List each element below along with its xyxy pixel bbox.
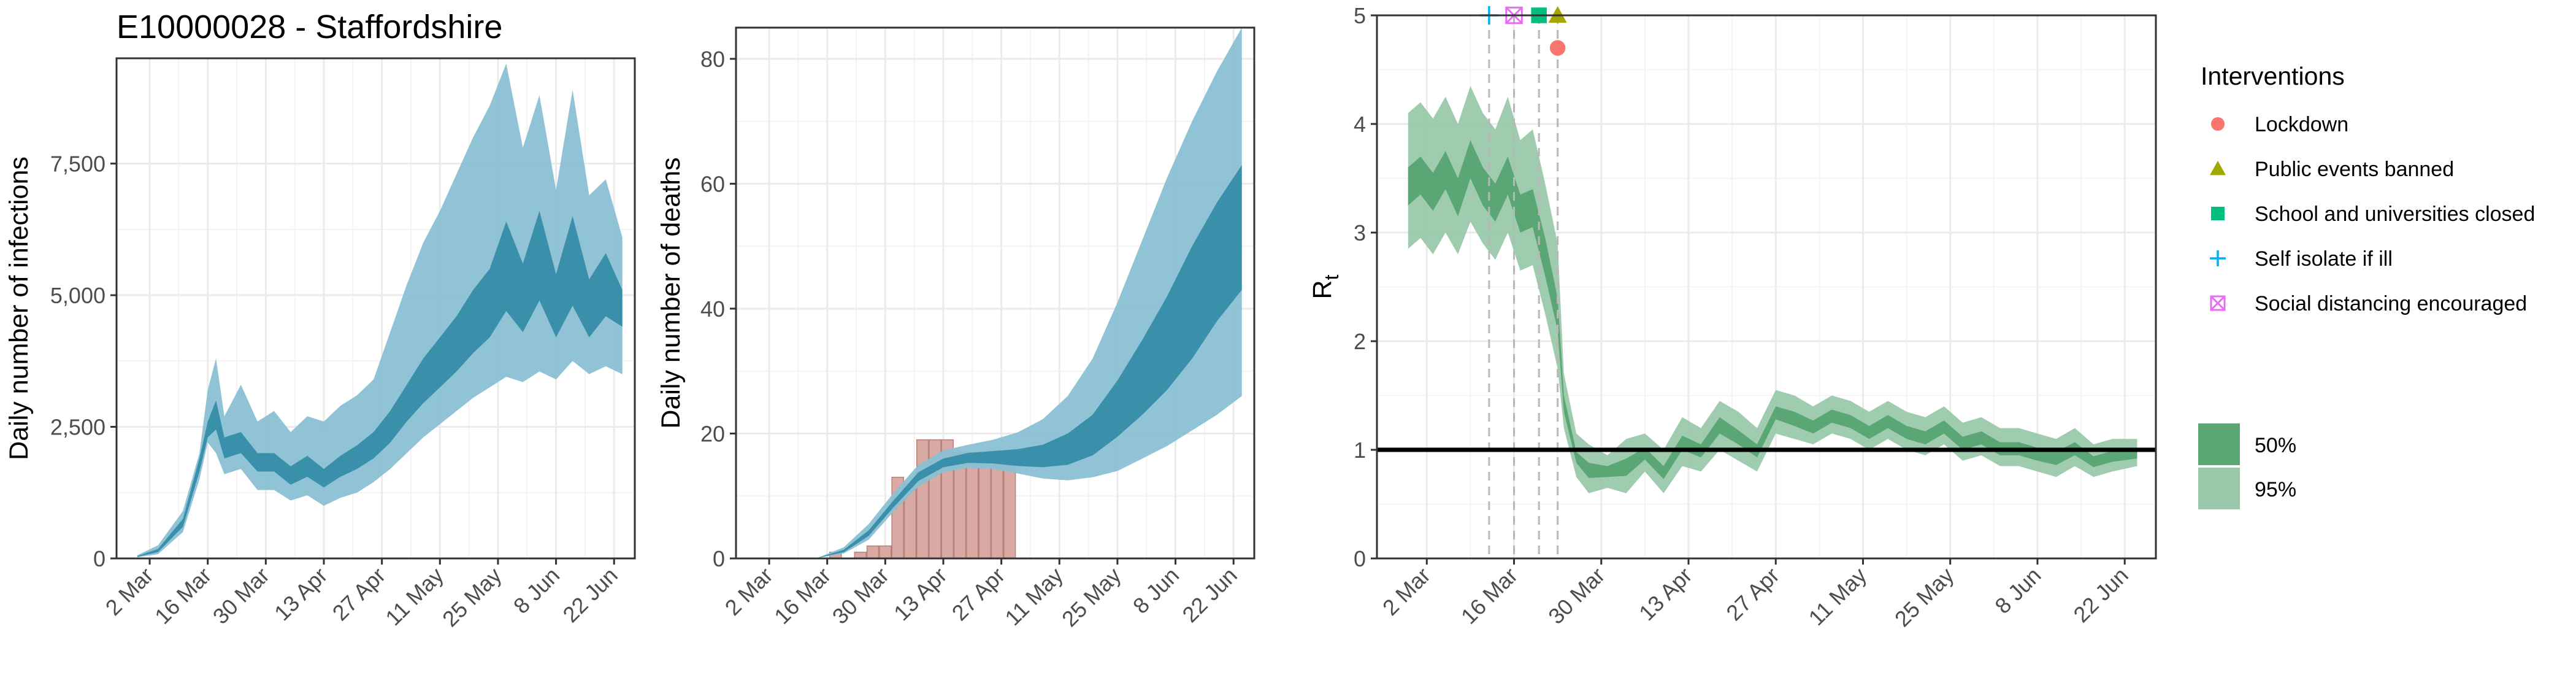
interventions-legend-label: Social distancing encouraged [2255, 292, 2527, 315]
infections-y-tick-label: 7,500 [50, 152, 105, 177]
rt-y-tick-label: 5 [1354, 3, 1366, 28]
rt-y-tick-label: 1 [1354, 438, 1366, 463]
deaths-x-tick-label: 30 Mar [827, 563, 894, 629]
death-bar [879, 545, 892, 559]
deaths-y-tick-label: 40 [700, 296, 725, 322]
deaths-band-50 [819, 164, 1242, 558]
deaths-y-axis-title: Daily number of deaths [656, 157, 686, 428]
rt-y-axis-title: Rt [1308, 274, 1343, 299]
rt-x-tick-label: 30 Mar [1543, 563, 1609, 629]
interventions-legend-title: Interventions [2201, 62, 2345, 90]
rt-x-tick-label: 16 Mar [1456, 563, 1522, 629]
infections-x-tick-label: 22 Jun [558, 563, 622, 627]
death-bar [916, 439, 929, 559]
death-bar [854, 552, 867, 559]
deaths-band-95 [819, 28, 1242, 558]
rt-x-tick-label: 13 Apr [1634, 563, 1697, 626]
interventions-legend: Interventions Lockdown Public events bann… [2201, 62, 2535, 315]
rt-y-tick-label: 3 [1354, 220, 1366, 245]
deaths-x-tick-label: 16 Mar [769, 563, 835, 629]
deaths-y-tick-label: 60 [700, 171, 725, 196]
rt-panel-border [1376, 14, 2157, 560]
infections-x-tick-label: 25 May [437, 563, 506, 631]
infections-x-tick-label: 13 Apr [269, 563, 332, 626]
infections-y-tick-label: 2,500 [50, 415, 105, 440]
bands-legend-item: 95% [2198, 468, 2296, 509]
deaths-x-tick-label: 11 May [1000, 563, 1068, 631]
infections-y-axis-title: Daily number of infections [4, 156, 34, 460]
deaths-y-tick-label: 20 [700, 421, 725, 446]
bands-legend: 50% 95% [2198, 423, 2296, 509]
legend-key-marker [2210, 206, 2225, 221]
interventions-legend-label: Self isolate if ill [2255, 247, 2393, 271]
infections-y-tick-label: 0 [93, 546, 105, 571]
interventions-legend-item: Public events banned [2210, 158, 2454, 181]
infections-band-50 [137, 210, 623, 557]
infections-x-tick-label: 8 Jun [508, 563, 564, 619]
death-bar [991, 458, 1004, 559]
infections-band-95 [137, 63, 623, 558]
bands-legend-item: 50% [2198, 423, 2296, 465]
interventions-legend-label: School and universities closed [2255, 203, 2535, 226]
interventions-legend-item: School and universities closed [2210, 203, 2535, 226]
legend-key-swatch [2198, 468, 2240, 509]
infections-y-tick-label: 5,000 [50, 283, 105, 308]
deaths-x-tick-label: 27 Apr [947, 563, 1010, 626]
legend-key-marker [2210, 161, 2226, 176]
rt-x-tick-label: 22 Jun [2068, 563, 2133, 627]
death-bar [866, 545, 880, 559]
rt-x-tick-label: 27 Apr [1721, 563, 1784, 626]
infections-x-tick-label: 11 May [380, 563, 448, 631]
infections-panel-border [115, 57, 636, 560]
interventions-legend-item: Social distancing encouraged [2210, 292, 2527, 315]
rt-x-tick-label: 8 Jun [1990, 563, 2045, 619]
deaths-y-tick-label: 0 [713, 546, 725, 571]
interventions-legend-label: Public events banned [2255, 158, 2454, 181]
intervention-lines [1488, 15, 1559, 558]
deaths-panel-border [735, 26, 1255, 560]
deaths-x-tick-label: 13 Apr [889, 563, 952, 626]
interventions-legend-item: Lockdown [2210, 113, 2348, 136]
rt-band-50 [1408, 140, 2137, 479]
infections-x-tick-label: 16 Mar [150, 563, 216, 629]
death-bar [1003, 458, 1016, 559]
bands-legend-label: 50% [2255, 434, 2296, 457]
rt-panel: 0 1 2 3 4 5 2 Mar 16 Mar 30 Mar 13 Apr 27 Apr 11 Ma… [1308, 3, 2157, 631]
deaths-x-tick-label: 25 May [1057, 563, 1125, 631]
legend-key-marker [2210, 295, 2226, 311]
rt-x-tick-label: 11 May [1804, 563, 1872, 631]
deaths-y-tick-label: 80 [700, 47, 725, 72]
bands-legend-label: 95% [2255, 478, 2296, 501]
deaths-x-tick-label: 22 Jun [1177, 563, 1241, 627]
legend-key-marker [2210, 117, 2225, 131]
interventions-legend-item: Self isolate if ill [2210, 247, 2393, 271]
legend-key-swatch [2198, 423, 2240, 465]
rt-y-axis-subscript: t [1321, 274, 1343, 280]
infections-x-tick-label: 27 Apr [328, 563, 391, 626]
rt-y-tick-label: 2 [1354, 329, 1366, 354]
figure-title: E10000028 - Staffordshire [117, 9, 502, 45]
rt-x-tick-label: 25 May [1890, 563, 1958, 631]
rt-y-tick-label: 4 [1354, 112, 1366, 137]
rt-y-tick-label: 0 [1354, 546, 1366, 571]
rt-x-tick-label: 2 Mar [1378, 563, 1435, 620]
intervention-marker [1549, 40, 1566, 56]
interventions-legend-label: Lockdown [2255, 113, 2348, 136]
legend-key-marker [2210, 250, 2226, 266]
deaths-x-tick-label: 8 Jun [1128, 563, 1184, 619]
infections-x-tick-label: 30 Mar [208, 563, 274, 629]
